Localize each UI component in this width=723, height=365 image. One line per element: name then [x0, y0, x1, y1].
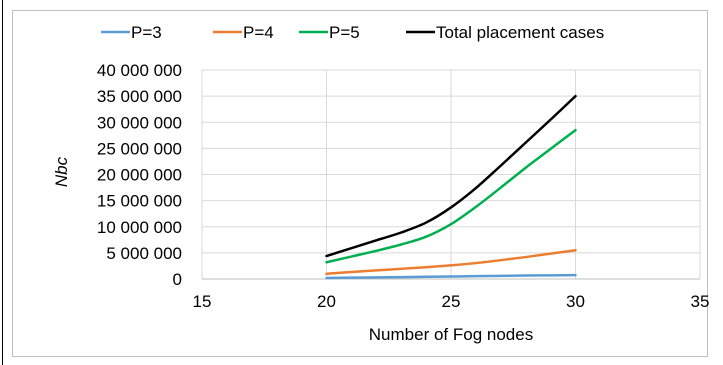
x-tick-label: 35 — [691, 292, 710, 311]
y-tick-label: 5 000 000 — [106, 244, 182, 263]
x-tick-label: 25 — [442, 292, 461, 311]
y-tick-label: 40 000 000 — [97, 61, 182, 80]
series-lines — [325, 94, 577, 280]
x-tick-label: 20 — [317, 292, 336, 311]
legend-label-1: P=4 — [243, 23, 274, 42]
gridlines — [201, 69, 701, 280]
y-tick-label: 20 000 000 — [97, 166, 182, 185]
legend-label-0: P=3 — [131, 23, 162, 42]
x-tick-label: 30 — [566, 292, 585, 311]
series-line-3 — [325, 94, 577, 258]
legend: P=3 P=4 P=5 Total placement cases — [101, 23, 604, 42]
legend-label-3: Total placement cases — [436, 23, 604, 42]
y-axis-title: Nbc — [52, 156, 71, 187]
window-edge-line — [2, 0, 3, 365]
y-tick-label: 35 000 000 — [97, 87, 182, 106]
series-line-2 — [325, 128, 577, 264]
tick-labels: 0 5 000 000 10 000 000 15 000 000 20 000 000… — [97, 61, 710, 311]
chart-frame — [12, 10, 708, 357]
y-tick-label: 15 000 000 — [97, 192, 182, 211]
x-axis-title: Number of Fog nodes — [369, 325, 533, 344]
series-line-0 — [325, 273, 577, 280]
y-tick-label: 10 000 000 — [97, 218, 182, 237]
y-tick-label: 25 000 000 — [97, 139, 182, 158]
y-tick-label: 0 — [173, 270, 182, 289]
series-line-1 — [325, 249, 577, 276]
y-tick-label: 30 000 000 — [97, 113, 182, 132]
legend-label-2: P=5 — [329, 23, 360, 42]
x-tick-label: 15 — [193, 292, 212, 311]
